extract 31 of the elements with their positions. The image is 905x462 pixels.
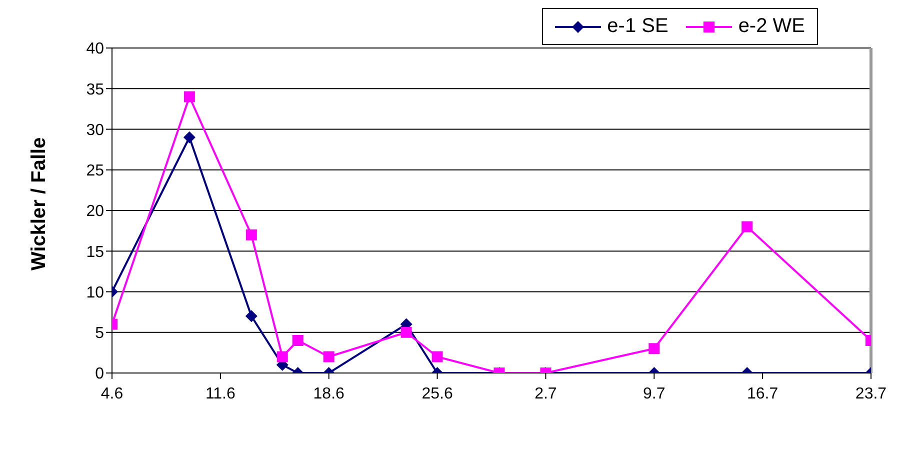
x-tick-label: 2.7 — [534, 385, 557, 402]
point — [648, 343, 660, 354]
y-tick-label: 40 — [86, 40, 104, 58]
point — [323, 351, 334, 362]
y-tick-label: 5 — [95, 325, 104, 342]
y-tick-label: 25 — [86, 162, 104, 180]
point — [246, 229, 257, 240]
point — [742, 221, 753, 232]
legend-label: e-2 WE — [738, 15, 805, 38]
y-tick-label: 35 — [86, 81, 104, 98]
x-tick-label: 23.7 — [855, 385, 887, 402]
y-tick-label: 10 — [86, 284, 104, 302]
point — [245, 310, 258, 322]
y-axis-title: Wickler / Falle — [28, 137, 50, 270]
point — [292, 335, 304, 346]
point — [432, 351, 443, 362]
legend-label: e-1 SE — [607, 15, 668, 38]
x-tick-label: 9.7 — [643, 385, 666, 402]
point — [184, 91, 195, 102]
y-tick-label: 15 — [86, 244, 104, 261]
x-tick-label: 11.6 — [205, 385, 236, 402]
x-tick-label: 18.6 — [313, 385, 345, 402]
y-tick-label: 0 — [95, 366, 104, 383]
point — [400, 326, 412, 338]
x-tick-label: 16.7 — [747, 385, 778, 402]
point — [276, 351, 288, 362]
x-tick-label: 4.6 — [100, 385, 124, 402]
point — [183, 131, 196, 144]
y-tick-label: 20 — [86, 203, 104, 220]
y-tick-label: 30 — [86, 122, 104, 139]
x-tick-label: 25.6 — [422, 385, 453, 402]
